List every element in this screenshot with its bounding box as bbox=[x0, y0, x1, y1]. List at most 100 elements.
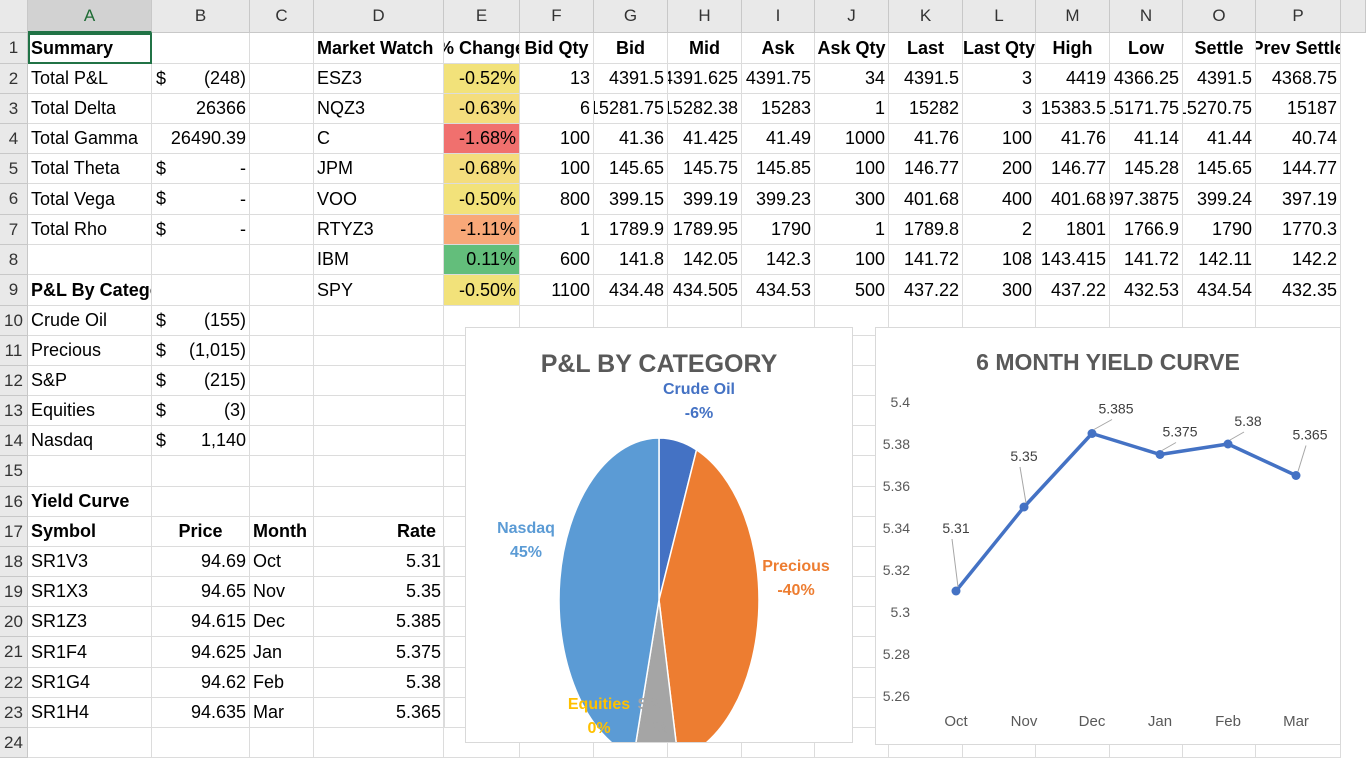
pl-category-label[interactable]: S&P bbox=[28, 366, 152, 396]
column-header[interactable]: G bbox=[594, 0, 668, 33]
summary-label[interactable]: Total Theta bbox=[28, 154, 152, 184]
market-value[interactable]: 3 bbox=[963, 94, 1036, 124]
empty-cell[interactable] bbox=[250, 154, 314, 184]
market-value[interactable]: 4391.5 bbox=[889, 64, 963, 94]
market-value[interactable]: 200 bbox=[963, 154, 1036, 184]
market-value[interactable]: 41.49 bbox=[742, 124, 815, 154]
empty-cell[interactable] bbox=[520, 728, 594, 758]
yield-symbol[interactable]: SR1X3 bbox=[28, 577, 152, 607]
market-value[interactable]: 4391.75 bbox=[742, 64, 815, 94]
market-value[interactable]: 145.75 bbox=[668, 154, 742, 184]
pl-category-title[interactable]: P&L By Category bbox=[28, 275, 152, 306]
yield-price[interactable]: 94.635 bbox=[152, 698, 250, 728]
row-header[interactable]: 8 bbox=[0, 245, 28, 275]
yield-symbol[interactable]: SR1G4 bbox=[28, 668, 152, 698]
market-value[interactable]: 4366.25 bbox=[1110, 64, 1183, 94]
empty-cell[interactable] bbox=[250, 336, 314, 366]
row-header[interactable]: 9 bbox=[0, 275, 28, 306]
market-value[interactable]: 142.05 bbox=[668, 245, 742, 275]
yield-curve-title[interactable]: Yield Curve bbox=[28, 487, 152, 517]
empty-cell[interactable] bbox=[152, 245, 250, 275]
row-header[interactable]: 23 bbox=[0, 698, 28, 728]
market-value[interactable]: 1789.95 bbox=[668, 215, 742, 245]
summary-value[interactable]: 26366 bbox=[152, 94, 250, 124]
market-value[interactable]: 399.19 bbox=[668, 184, 742, 215]
yield-symbol[interactable]: SR1F4 bbox=[28, 637, 152, 668]
market-value[interactable]: 1100 bbox=[520, 275, 594, 306]
market-value[interactable]: 144.77 bbox=[1256, 154, 1341, 184]
market-symbol[interactable]: SPY bbox=[314, 275, 444, 306]
row-header[interactable]: 22 bbox=[0, 668, 28, 698]
market-value[interactable]: 41.425 bbox=[668, 124, 742, 154]
market-value[interactable]: 141.8 bbox=[594, 245, 668, 275]
market-header[interactable]: Prev Settle bbox=[1256, 33, 1341, 64]
empty-cell[interactable] bbox=[28, 728, 152, 758]
yield-rate[interactable]: 5.38 bbox=[314, 668, 445, 698]
percent-change[interactable]: -0.52% bbox=[444, 64, 520, 94]
empty-cell[interactable] bbox=[250, 64, 314, 94]
summary-value[interactable]: $ - bbox=[152, 215, 250, 245]
column-header[interactable]: L bbox=[963, 0, 1036, 33]
market-value[interactable]: 600 bbox=[520, 245, 594, 275]
column-header[interactable]: H bbox=[668, 0, 742, 33]
yield-month[interactable]: Oct bbox=[250, 547, 314, 577]
empty-cell[interactable] bbox=[28, 245, 152, 275]
market-value[interactable]: 397.3875 bbox=[1110, 184, 1183, 215]
yield-symbol[interactable]: SR1H4 bbox=[28, 698, 152, 728]
market-value[interactable]: 15270.75 bbox=[1183, 94, 1256, 124]
summary-value[interactable]: $ - bbox=[152, 184, 250, 215]
percent-change[interactable]: -1.11% bbox=[444, 215, 520, 245]
market-value[interactable]: 432.53 bbox=[1110, 275, 1183, 306]
column-header[interactable]: A bbox=[28, 0, 152, 33]
yield-rate[interactable]: 5.375 bbox=[314, 637, 445, 668]
row-header[interactable]: 17 bbox=[0, 517, 28, 547]
market-value[interactable]: 100 bbox=[520, 124, 594, 154]
column-header[interactable]: F bbox=[520, 0, 594, 33]
row-header[interactable]: 21 bbox=[0, 637, 28, 668]
market-value[interactable]: 100 bbox=[963, 124, 1036, 154]
market-value[interactable]: 401.68 bbox=[889, 184, 963, 215]
market-value[interactable]: 4391.5 bbox=[594, 64, 668, 94]
yield-header-symbol[interactable]: Symbol bbox=[28, 517, 152, 547]
market-header[interactable]: Low bbox=[1110, 33, 1183, 64]
empty-cell[interactable] bbox=[594, 728, 668, 758]
row-header[interactable]: 16 bbox=[0, 487, 28, 517]
market-value[interactable]: 1 bbox=[815, 215, 889, 245]
market-value[interactable]: 141.72 bbox=[1110, 245, 1183, 275]
market-value[interactable]: 399.15 bbox=[594, 184, 668, 215]
empty-cell[interactable] bbox=[152, 487, 250, 517]
market-value[interactable]: 1770.3 bbox=[1256, 215, 1341, 245]
market-symbol[interactable]: NQZ3 bbox=[314, 94, 444, 124]
pl-category-value[interactable]: $1,140 bbox=[152, 426, 250, 456]
summary-label[interactable]: Total Gamma bbox=[28, 124, 152, 154]
market-value[interactable]: 1790 bbox=[742, 215, 815, 245]
market-value[interactable]: 300 bbox=[963, 275, 1036, 306]
market-value[interactable]: 100 bbox=[815, 154, 889, 184]
market-value[interactable]: 15187 bbox=[1256, 94, 1341, 124]
yield-month[interactable]: Dec bbox=[250, 607, 314, 637]
yield-price[interactable]: 94.625 bbox=[152, 637, 250, 668]
summary-value[interactable]: 26490.39 bbox=[152, 124, 250, 154]
empty-cell[interactable] bbox=[250, 456, 314, 487]
summary-label[interactable]: Total P&L bbox=[28, 64, 152, 94]
market-value[interactable]: 146.77 bbox=[1036, 154, 1110, 184]
pl-category-label[interactable]: Nasdaq bbox=[28, 426, 152, 456]
market-value[interactable]: 4391.5 bbox=[1183, 64, 1256, 94]
pl-category-value[interactable]: $ (155) bbox=[152, 306, 250, 336]
market-value[interactable]: 40.74 bbox=[1256, 124, 1341, 154]
market-value[interactable]: 434.48 bbox=[594, 275, 668, 306]
empty-cell[interactable] bbox=[314, 487, 444, 517]
percent-change[interactable]: -0.50% bbox=[444, 184, 520, 215]
market-value[interactable]: 145.65 bbox=[594, 154, 668, 184]
empty-cell[interactable] bbox=[152, 456, 250, 487]
market-value[interactable]: 399.24 bbox=[1183, 184, 1256, 215]
market-value[interactable]: 432.35 bbox=[1256, 275, 1341, 306]
market-value[interactable]: 6 bbox=[520, 94, 594, 124]
market-value[interactable]: 41.36 bbox=[594, 124, 668, 154]
empty-cell[interactable] bbox=[314, 728, 444, 758]
market-value[interactable]: 142.11 bbox=[1183, 245, 1256, 275]
summary-title[interactable]: Summary bbox=[28, 33, 152, 64]
market-value[interactable]: 300 bbox=[815, 184, 889, 215]
column-header[interactable]: I bbox=[742, 0, 815, 33]
empty-cell[interactable] bbox=[152, 275, 250, 306]
